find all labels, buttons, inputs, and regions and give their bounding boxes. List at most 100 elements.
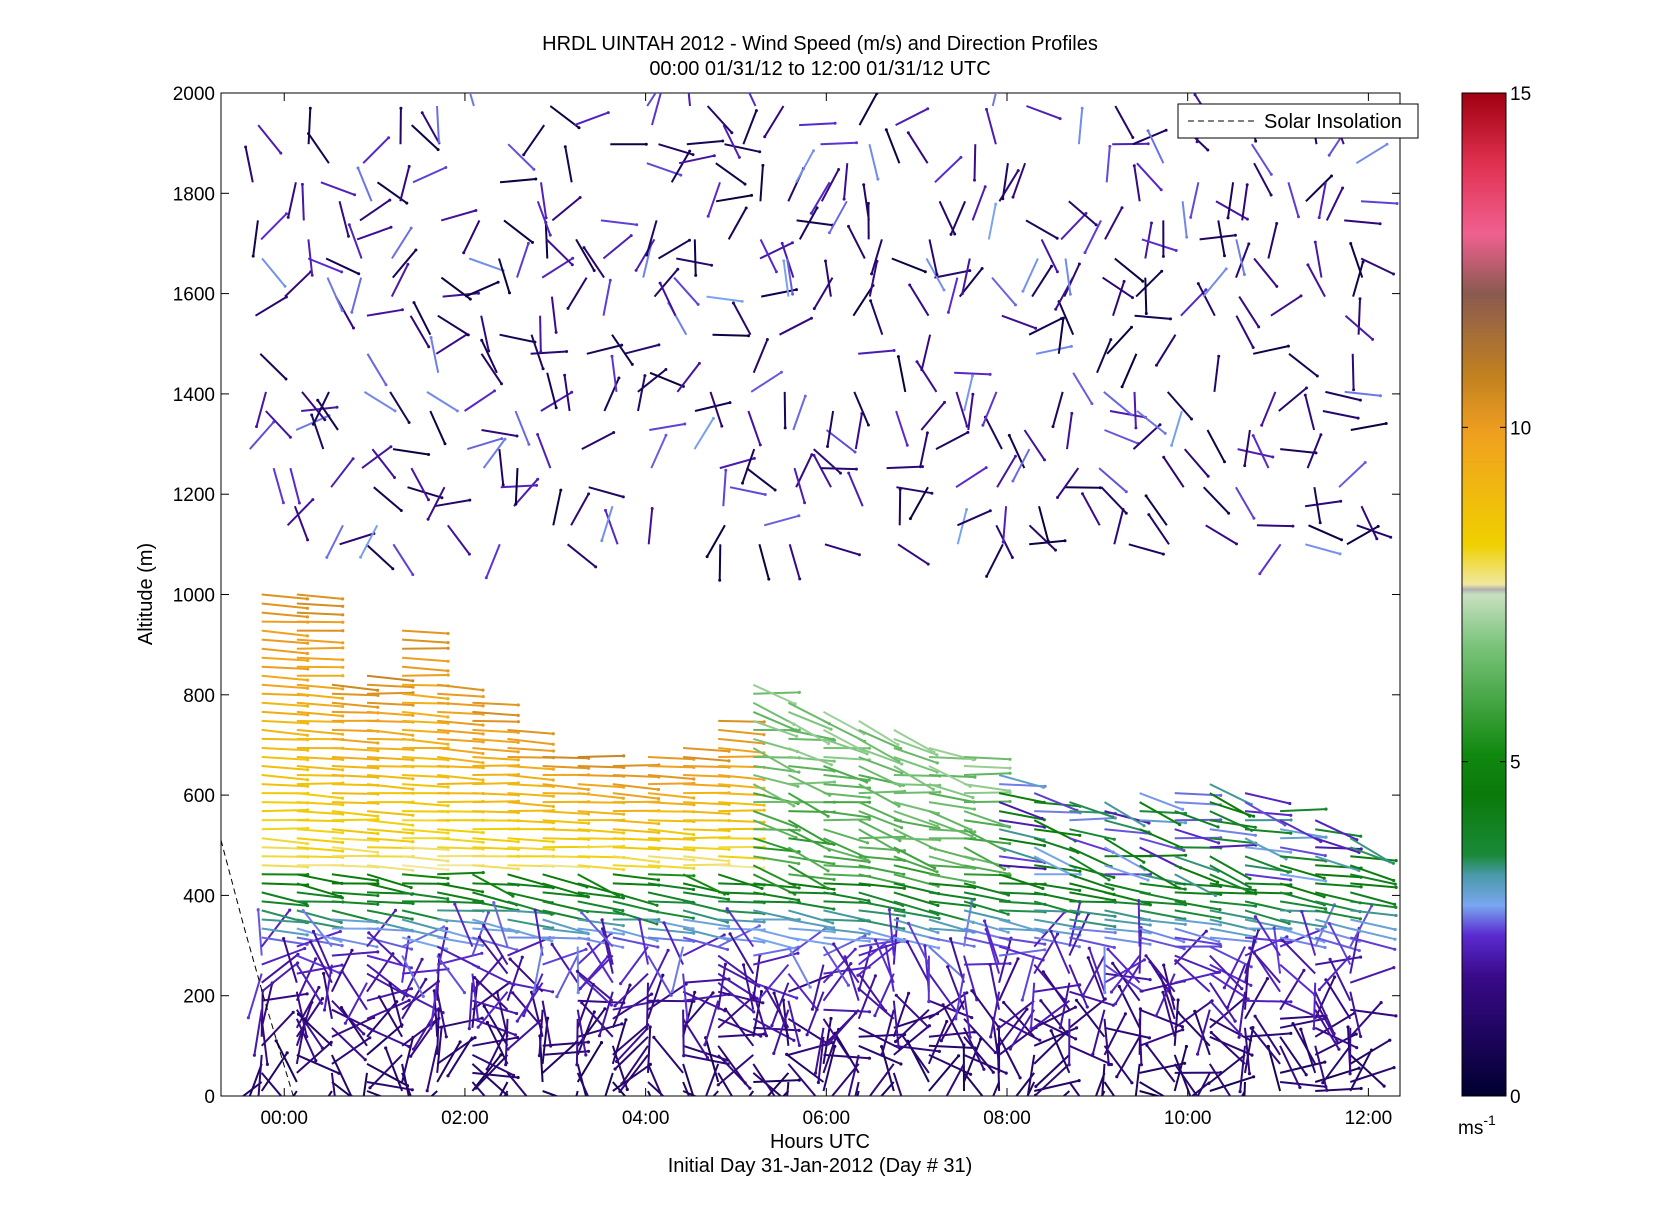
wind-vector	[1267, 1046, 1282, 1092]
wind-vector-head	[246, 1016, 250, 1020]
wind-vector-head	[621, 909, 625, 913]
wind-vector-head	[376, 688, 380, 692]
wind-vector-head	[1161, 552, 1165, 556]
wind-vector-head	[968, 269, 972, 273]
wind-vector-head	[1147, 513, 1151, 517]
wind-vector-head	[1007, 789, 1012, 793]
wind-vector-head	[1388, 1038, 1392, 1042]
wind-vector	[1072, 372, 1093, 405]
wind-vector	[647, 955, 673, 996]
wind-vector-head	[1324, 807, 1328, 811]
wind-vector-head	[970, 989, 974, 993]
wind-vector-head	[936, 884, 940, 888]
wind-vector-head	[759, 1034, 763, 1038]
wind-vector	[971, 990, 1000, 1029]
wind-vector-head	[351, 457, 355, 461]
wind-vector	[717, 981, 755, 1013]
wind-vector-head	[1389, 535, 1393, 539]
wind-vector-head	[554, 406, 558, 410]
wind-vector	[612, 873, 659, 881]
wind-vector-head	[1213, 893, 1218, 898]
wind-vector	[928, 783, 974, 799]
wind-vector	[788, 781, 835, 786]
wind-vector	[368, 932, 403, 966]
wind-vector-head	[1016, 957, 1020, 961]
wind-vector	[928, 765, 971, 788]
wind-vector-head	[305, 641, 310, 645]
wind-vector-head	[711, 416, 715, 420]
wind-vector	[676, 257, 712, 267]
wind-vector	[261, 837, 308, 845]
wind-vector-head	[1249, 983, 1253, 988]
wind-vector-head	[584, 947, 588, 952]
wind-vector	[1314, 991, 1336, 1035]
wind-vector	[753, 936, 799, 951]
wind-vector	[998, 810, 1045, 821]
wind-vector	[296, 792, 343, 800]
wind-vector-head	[1139, 1063, 1143, 1067]
wind-vector	[1209, 873, 1253, 894]
wind-vector-head	[1358, 398, 1362, 402]
wind-vector-head	[279, 151, 283, 155]
wind-vector	[575, 238, 596, 272]
wind-vector-head	[446, 831, 450, 835]
wind-vector-head	[375, 879, 380, 883]
wind-vector	[1068, 964, 1089, 1008]
wind-vector-head	[970, 834, 974, 838]
wind-vector	[545, 238, 574, 266]
wind-vector-head	[1315, 374, 1319, 378]
wind-vector-head	[679, 173, 683, 177]
wind-vector-head	[780, 241, 784, 245]
wind-vector-head	[597, 1115, 600, 1118]
wind-vector-head	[762, 803, 766, 807]
wind-vector-head	[388, 981, 392, 986]
wind-vector	[507, 792, 554, 798]
wind-vector-head	[1394, 905, 1398, 910]
wind-vector-head	[1164, 128, 1168, 132]
wind-vector-head	[869, 945, 873, 950]
wind-vector	[1322, 410, 1359, 420]
wind-vector	[586, 344, 622, 355]
wind-vector-head	[1215, 880, 1220, 884]
wind-vector-head	[1323, 1060, 1327, 1064]
wind-vector	[799, 122, 836, 127]
wind-vector	[1033, 837, 1079, 854]
wind-vector	[1106, 326, 1133, 355]
wind-vector	[1038, 505, 1050, 542]
wind-vector-head	[843, 955, 847, 959]
wind-vector-head	[853, 947, 857, 951]
wind-vector	[646, 162, 682, 177]
wind-vector	[350, 277, 363, 313]
wind-vector-head	[697, 361, 701, 365]
wind-vector	[551, 943, 579, 984]
wind-vector-head	[444, 1035, 448, 1039]
wind-vector	[257, 124, 282, 154]
wind-vector-head	[984, 466, 988, 470]
wind-vector-head	[703, 1043, 707, 1047]
wind-vector	[296, 891, 343, 899]
wind-vector	[583, 247, 605, 279]
wind-vector	[366, 953, 394, 993]
wind-vector-head	[446, 715, 450, 719]
wind-vector	[718, 737, 765, 745]
wind-vector-head	[600, 918, 604, 922]
wind-vector-head	[511, 991, 515, 995]
wind-vector-head	[368, 1086, 372, 1090]
wind-vector	[1357, 298, 1361, 335]
wind-vector-head	[897, 804, 901, 808]
wind-vector-head	[797, 690, 801, 695]
wind-vector	[357, 167, 373, 202]
wind-vector-head	[1056, 932, 1060, 936]
wind-vector-head	[377, 995, 381, 999]
wind-vector-head	[921, 465, 924, 469]
wind-vector	[1149, 961, 1176, 1002]
wind-vector-head	[1379, 1001, 1383, 1005]
wind-vector-head	[1359, 1086, 1363, 1091]
wind-vector	[787, 864, 829, 890]
wind-vector-head	[1120, 206, 1124, 210]
wind-vector	[916, 361, 938, 393]
wind-vector	[750, 371, 782, 393]
wind-vector	[296, 846, 343, 853]
wind-vector-head	[1182, 940, 1186, 944]
wind-vector-head	[669, 993, 673, 997]
